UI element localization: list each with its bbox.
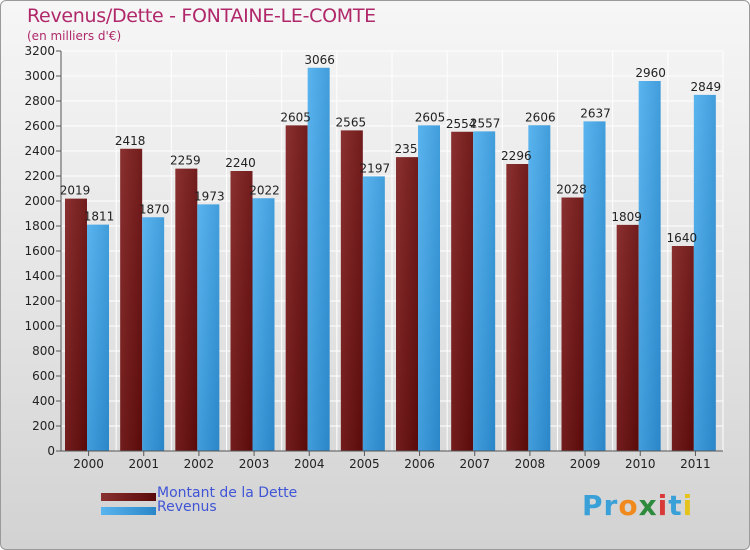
x-tick-label: 2006 [404, 457, 435, 471]
legend-swatch-revenus [101, 507, 156, 515]
x-tick-label: 2005 [349, 457, 380, 471]
logo-letter: r [603, 489, 619, 522]
legend-label-revenus: Revenus [157, 499, 217, 515]
proxiti-logo: Proxiti [582, 489, 693, 522]
x-tick-label: 2003 [239, 457, 270, 471]
bar-dette [561, 197, 584, 451]
x-tick-label: 2011 [680, 457, 711, 471]
x-tick-label: 2008 [515, 457, 546, 471]
bar-dette [285, 125, 308, 451]
legend-swatch-dette [101, 493, 156, 501]
data-label-revenus: 2197 [360, 161, 391, 175]
bar-dette [616, 224, 639, 451]
bar-dette [506, 164, 529, 451]
bar-dette [230, 171, 253, 451]
data-label-revenus: 2960 [635, 66, 666, 80]
data-label-revenus: 2637 [580, 106, 611, 120]
bar-revenus [473, 131, 496, 451]
logo-letter: P [582, 489, 604, 522]
axes: 0 200 400 600 800 1000 1200 1400 1600 1800 2000 220… [24, 44, 723, 471]
x-tick-label: 2009 [570, 457, 601, 471]
data-label-revenus: 2606 [525, 110, 556, 124]
data-label-revenus: 3066 [304, 53, 335, 67]
y-tick-label: 2400 [24, 144, 55, 158]
data-label-dette: 235 [395, 142, 418, 156]
bar-revenus [693, 94, 716, 451]
data-label-dette: 2259 [170, 154, 201, 168]
logo-letter: x [638, 489, 658, 522]
bar-revenus [362, 176, 385, 451]
y-tick-label: 2800 [24, 94, 55, 108]
data-label-dette: 2605 [280, 110, 311, 124]
bar-revenus [142, 217, 165, 451]
data-label-revenus: 2557 [470, 116, 501, 130]
data-label-dette: 2240 [225, 156, 256, 170]
y-tick-label: 600 [32, 369, 55, 383]
data-label-dette: 2418 [115, 134, 146, 148]
data-label-revenus: 1870 [139, 202, 170, 216]
data-label-revenus: 1973 [194, 189, 225, 203]
x-tick-label: 2004 [294, 457, 325, 471]
data-label-dette: 1640 [667, 231, 698, 245]
bar-revenus [418, 125, 440, 451]
bar-revenus [638, 81, 661, 451]
chart-subtitle: (en milliers d'€) [27, 29, 122, 43]
data-label-revenus: 2605 [415, 110, 446, 124]
x-tick-label: 2002 [184, 457, 215, 471]
y-tick-label: 1400 [24, 269, 55, 283]
y-tick-label: 400 [32, 394, 55, 408]
y-tick-label: 1800 [24, 219, 55, 233]
y-tick-label: 1000 [24, 319, 55, 333]
bar-revenus [583, 121, 606, 451]
bar-dette [120, 148, 143, 451]
y-tick-label: 3200 [24, 44, 55, 58]
y-tick-label: 2600 [24, 119, 55, 133]
data-label-dette: 2565 [336, 115, 367, 129]
logo-letter: i [682, 489, 694, 522]
y-tick-label: 200 [32, 419, 55, 433]
gridlines [60, 50, 724, 452]
data-label-revenus: 2849 [691, 80, 722, 94]
y-tick-label: 2200 [24, 169, 55, 183]
x-tick-label: 2010 [625, 457, 656, 471]
data-label-dette: 2028 [556, 183, 587, 197]
x-tick-label: 2001 [128, 457, 159, 471]
data-label-dette: 2296 [501, 149, 532, 163]
y-tick-label: 0 [47, 444, 55, 458]
logo-letter: t [668, 489, 683, 522]
bar-revenus [87, 224, 109, 451]
bar-dette [451, 131, 474, 451]
bar-dette [396, 157, 418, 451]
bar-revenus [252, 198, 275, 451]
bar-revenus [307, 67, 330, 451]
chart-title: Revenus/Dette - FONTAINE-LE-COMTE [27, 5, 376, 27]
logo-letter: o [618, 489, 639, 522]
bar-revenus [528, 125, 551, 451]
x-tick-label: 2000 [73, 457, 104, 471]
bar-dette [671, 246, 694, 451]
y-tick-label: 2000 [24, 194, 55, 208]
x-tick-label: 2007 [459, 457, 490, 471]
y-tick-label: 800 [32, 344, 55, 358]
logo-letter: i [657, 489, 669, 522]
bars [65, 67, 716, 451]
y-tick-label: 1200 [24, 294, 55, 308]
y-tick-label: 3000 [24, 69, 55, 83]
legend-label-dette: Montant de la Dette [157, 485, 298, 501]
data-label-dette: 2554 [446, 117, 477, 131]
data-label-dette: 1809 [611, 210, 642, 224]
data-label-dette: 2019 [60, 184, 91, 198]
bar-dette [340, 130, 363, 451]
data-label-revenus: 2022 [249, 183, 280, 197]
y-tick-label: 1600 [24, 244, 55, 258]
data-label-revenus: 1811 [84, 210, 115, 224]
data-labels: 2019 1811 2418 1870 2259 1973 2240 2022 2605 3066… [60, 53, 721, 245]
bar-dette [175, 168, 198, 451]
bar-revenus [197, 204, 220, 451]
bar-dette [65, 198, 87, 451]
